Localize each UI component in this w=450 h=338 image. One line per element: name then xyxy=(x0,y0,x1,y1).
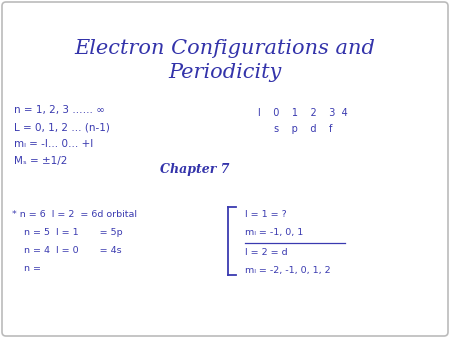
Text: Periodicity: Periodicity xyxy=(168,63,282,81)
Text: n = 4  l = 0       = 4s: n = 4 l = 0 = 4s xyxy=(12,246,122,255)
Text: Mₛ = ±1/2: Mₛ = ±1/2 xyxy=(14,156,68,166)
Text: Electron Configurations and: Electron Configurations and xyxy=(75,39,375,57)
Text: L = 0, 1, 2 … (n-1): L = 0, 1, 2 … (n-1) xyxy=(14,122,110,132)
Text: mₗ = -2, -1, 0, 1, 2: mₗ = -2, -1, 0, 1, 2 xyxy=(245,266,331,275)
Text: s    p    d    f: s p d f xyxy=(274,124,333,134)
Text: mₗ = -l… 0… +l: mₗ = -l… 0… +l xyxy=(14,139,93,149)
Text: l    0    1    2    3  4: l 0 1 2 3 4 xyxy=(258,108,348,118)
Text: n =: n = xyxy=(12,264,41,273)
Text: n = 1, 2, 3 …… ∞: n = 1, 2, 3 …… ∞ xyxy=(14,105,105,115)
Text: l = 2 = d: l = 2 = d xyxy=(245,248,288,257)
Text: Chapter 7: Chapter 7 xyxy=(160,163,230,176)
Text: l = 1 = ?: l = 1 = ? xyxy=(245,210,287,219)
Text: n = 5  l = 1       = 5p: n = 5 l = 1 = 5p xyxy=(12,228,122,237)
Text: mₗ = -1, 0, 1: mₗ = -1, 0, 1 xyxy=(245,228,303,237)
Text: * n = 6  l = 2  = 6d orbital: * n = 6 l = 2 = 6d orbital xyxy=(12,210,137,219)
FancyBboxPatch shape xyxy=(2,2,448,336)
